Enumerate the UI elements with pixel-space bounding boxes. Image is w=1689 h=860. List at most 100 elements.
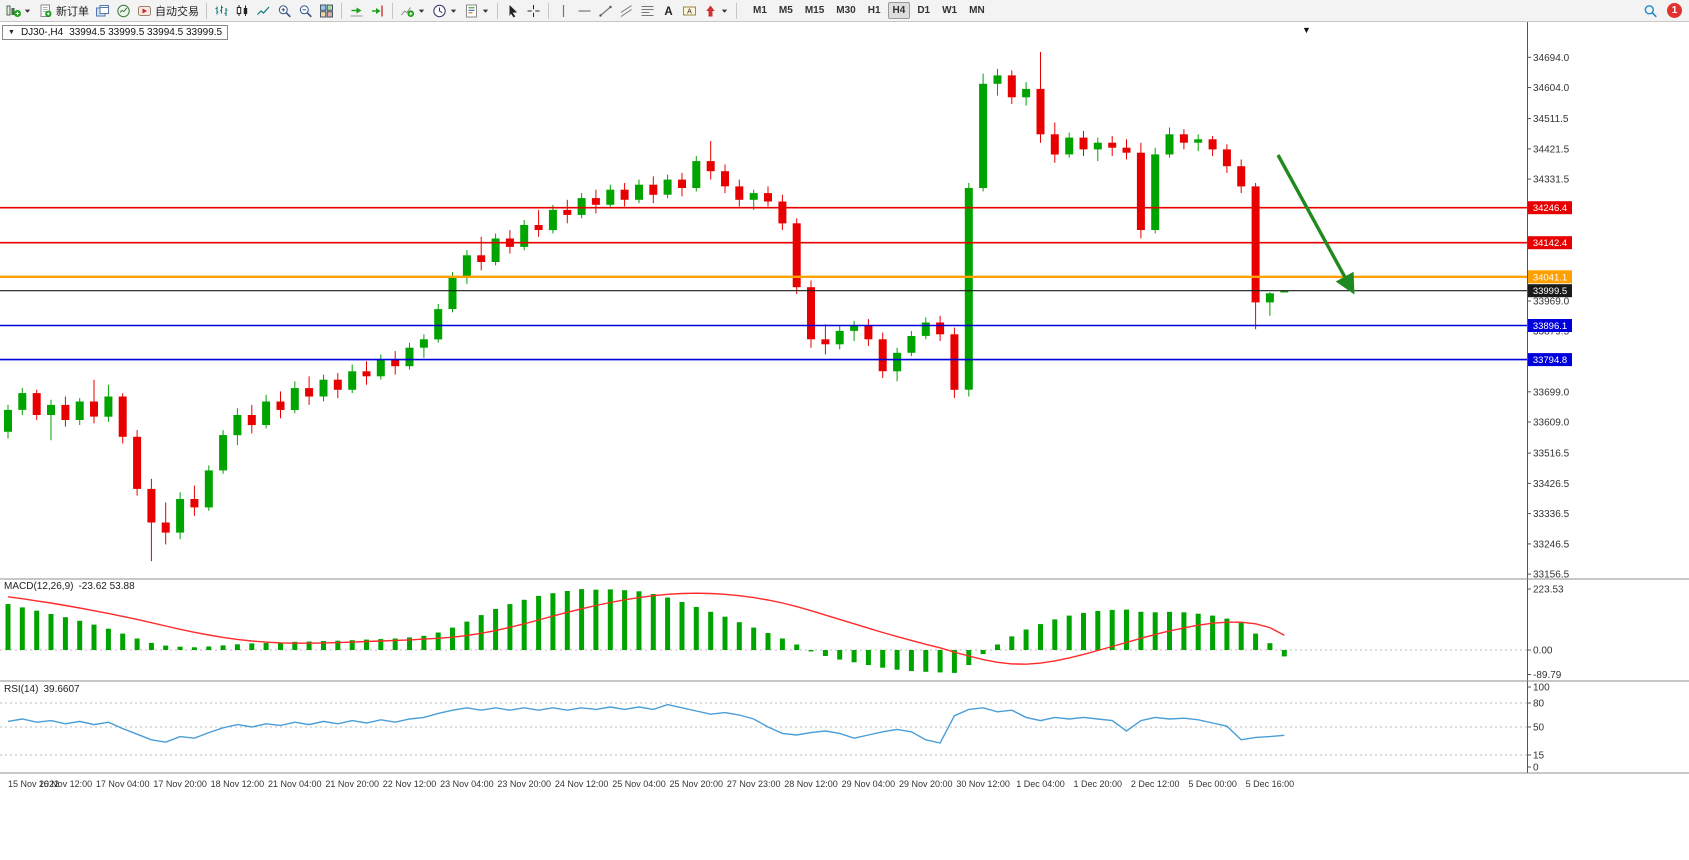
candles-icon (236, 4, 248, 16)
templates-button[interactable] (461, 1, 493, 20)
new-chart-button[interactable] (3, 1, 35, 20)
text-label-icon: A (683, 6, 696, 15)
svg-text:23 Nov 04:00: 23 Nov 04:00 (440, 779, 494, 789)
chart-dropdown-icon[interactable]: ▼ (1302, 25, 1311, 35)
periods-button[interactable] (429, 1, 461, 20)
svg-text:25 Nov 04:00: 25 Nov 04:00 (612, 779, 666, 789)
svg-text:34142.4: 34142.4 (1533, 238, 1567, 249)
trendline-tool-button[interactable] (595, 1, 616, 20)
line-icon (257, 6, 270, 15)
vertical-line-tool-button[interactable] (553, 1, 574, 20)
svg-text:15 Nov 2022: 15 Nov 2022 (8, 779, 59, 789)
pane-dividers[interactable] (0, 578, 1689, 774)
new-order-button[interactable]: 新订单 (35, 1, 92, 20)
channel-icon (620, 4, 632, 17)
text-label-tool-button[interactable]: A (679, 1, 700, 20)
svg-text:24 Nov 12:00: 24 Nov 12:00 (555, 779, 609, 789)
fibonacci-tool-button[interactable] (637, 1, 658, 20)
macd-label: MACD(12,26,9) -23.62 53.88 (4, 581, 135, 592)
timeframe-m15-button[interactable]: M15 (804, 5, 825, 16)
svg-text:30 Nov 12:00: 30 Nov 12:00 (956, 779, 1010, 789)
arrows-icon (706, 5, 715, 16)
market-watch-button[interactable] (113, 1, 134, 20)
svg-text:33969.0: 33969.0 (1533, 297, 1570, 308)
text-tool-button[interactable]: A (658, 1, 679, 20)
svg-text:0.00: 0.00 (1533, 646, 1553, 657)
horizontal-level-lines[interactable] (0, 206, 1528, 361)
svg-text:33999.5: 33999.5 (1533, 286, 1567, 297)
order-doc-icon (40, 4, 52, 17)
timeframe-m1-button[interactable]: M1 (753, 5, 767, 16)
macd-name: MACD(12,26,9) (4, 581, 74, 592)
svg-text:22 Nov 12:00: 22 Nov 12:00 (383, 779, 437, 789)
svg-text:0: 0 (1533, 763, 1539, 774)
svg-text:-89.79: -89.79 (1533, 670, 1562, 681)
svg-text:34331.5: 34331.5 (1533, 175, 1570, 186)
toolbar-separator (206, 2, 207, 19)
bar-chart-mode-button[interactable] (211, 1, 232, 20)
toolbar-separator (341, 2, 342, 19)
toolbar-buttons: 新订单 自动交易 A A (3, 1, 741, 20)
tile-windows-button[interactable] (316, 1, 337, 20)
rsi-label: RSI(14) 39.6607 (4, 684, 80, 695)
ohlc-values: 33994.5 33999.5 33994.5 33999.5 (69, 27, 223, 38)
channel-tool-button[interactable] (616, 1, 637, 20)
timeframe-w1-button[interactable]: W1 (942, 5, 958, 16)
arrows-tool-button[interactable] (700, 1, 732, 20)
chart-shift-button[interactable] (367, 1, 388, 20)
timeframe-h4-button[interactable]: H4 (887, 2, 911, 19)
svg-text:28 Nov 12:00: 28 Nov 12:00 (784, 779, 838, 789)
svg-text:23 Nov 20:00: 23 Nov 20:00 (497, 779, 551, 789)
svg-text:5 Dec 00:00: 5 Dec 00:00 (1188, 779, 1237, 789)
price-chart[interactable]: 34694.0 34604.0 34511.5 34421.5 34331.5 33969… (0, 22, 1689, 860)
toolbar-separator (497, 2, 498, 19)
search-button[interactable] (1640, 1, 1661, 20)
auto-trading-button[interactable]: 自动交易 (134, 1, 202, 20)
svg-text:16 Nov 12:00: 16 Nov 12:00 (39, 779, 93, 789)
trend-arrow-annotation[interactable] (1276, 154, 1355, 295)
text-a-icon: A (664, 6, 672, 18)
bars-icon (215, 5, 228, 16)
symbol-period: DJ30-,H4 (20, 27, 64, 38)
svg-text:34604.0: 34604.0 (1533, 83, 1570, 94)
zoom-out-button[interactable] (295, 1, 316, 20)
indicators-list-button[interactable] (397, 1, 429, 20)
zoom-in-icon (278, 4, 291, 17)
svg-text:34694.0: 34694.0 (1533, 53, 1570, 64)
cascade-windows-button[interactable] (92, 1, 113, 20)
timeframe-h1-button[interactable]: H1 (867, 5, 881, 16)
svg-text:29 Nov 04:00: 29 Nov 04:00 (842, 779, 896, 789)
chart-window: ▼ DJ30-,H4 33994.5 33999.5 33994.5 33999… (0, 22, 1689, 860)
timeframe-m30-button[interactable]: M30 (836, 5, 856, 16)
timeframe-d1-button[interactable]: D1 (917, 5, 931, 16)
search-icon (1644, 4, 1657, 17)
hline-icon (578, 9, 591, 12)
rsi-name: RSI(14) (4, 684, 39, 695)
svg-text:33879.5: 33879.5 (1533, 327, 1570, 338)
zoom-in-button[interactable] (274, 1, 295, 20)
template-icon (466, 4, 477, 17)
horizontal-line-tool-button[interactable] (574, 1, 595, 20)
svg-text:33896.1: 33896.1 (1533, 321, 1567, 332)
trendline-icon (599, 5, 612, 17)
svg-text:33516.5: 33516.5 (1533, 449, 1570, 460)
timeframe-m5-button[interactable]: M5 (778, 5, 793, 16)
svg-text:5 Dec 16:00: 5 Dec 16:00 (1246, 779, 1295, 789)
chart-shift-icon (372, 5, 383, 16)
auto-scroll-icon (350, 7, 363, 16)
svg-text:2 Dec 12:00: 2 Dec 12:00 (1131, 779, 1180, 789)
macd-axis-labels: 223.53 0.00 -89.79 (1527, 585, 1564, 681)
macd-signal-line (7, 592, 1285, 665)
crosshair-tool-button[interactable] (523, 1, 544, 20)
svg-text:33699.0: 33699.0 (1533, 387, 1570, 398)
timeframe-mn-button[interactable]: MN (969, 5, 985, 16)
rsi-axis-labels: 100 80 50 150 (1527, 683, 1550, 774)
symbol-caret-icon[interactable]: ▼ (8, 29, 15, 36)
auto-scroll-button[interactable] (346, 1, 367, 20)
candlestick-mode-button[interactable] (232, 1, 253, 20)
cursor-tool-button[interactable] (502, 1, 523, 20)
notification-badge[interactable]: 1 (1667, 3, 1682, 18)
chart-ohlc-label: ▼ DJ30-,H4 33994.5 33999.5 33994.5 33999… (2, 25, 229, 40)
svg-text:A: A (664, 6, 672, 18)
line-chart-mode-button[interactable] (253, 1, 274, 20)
